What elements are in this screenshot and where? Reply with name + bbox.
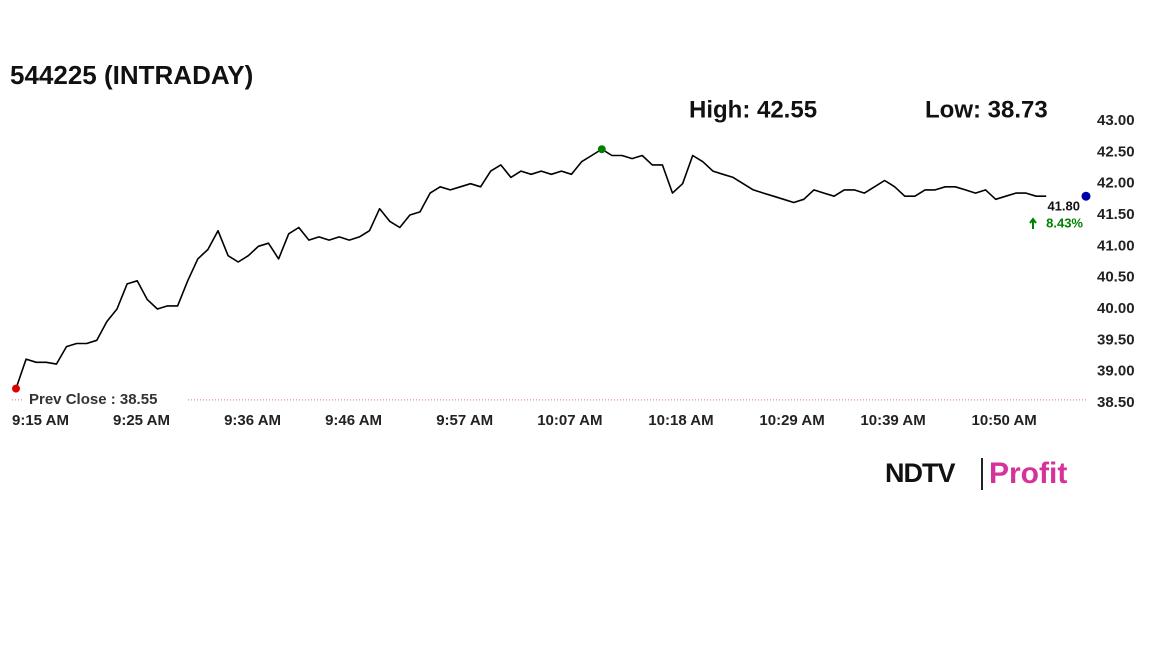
y-tick-label: 40.00	[1097, 300, 1135, 317]
x-tick-label: 10:29 AM	[759, 412, 824, 429]
x-tick-label: 10:50 AM	[972, 412, 1037, 429]
y-tick-label: 41.50	[1097, 206, 1135, 223]
last-marker	[1081, 191, 1091, 201]
change-arrow	[1029, 217, 1037, 229]
high-label: High: 42.55	[689, 96, 817, 123]
x-tick-label: 9:15 AM	[12, 412, 69, 429]
y-tick-label: 40.50	[1097, 269, 1135, 286]
low-label: Low: 38.73	[925, 96, 1048, 123]
brand-name: NDTV	[885, 458, 955, 488]
x-tick-label: 9:57 AM	[436, 412, 493, 429]
last-label: 41.80	[1047, 198, 1080, 213]
x-tick-label: 9:46 AM	[325, 412, 382, 429]
x-tick-label: 9:36 AM	[224, 412, 281, 429]
y-tick-label: 38.50	[1097, 394, 1135, 411]
chart-title: 544225 (INTRADAY)	[10, 60, 253, 90]
x-tick-label: 10:07 AM	[537, 412, 602, 429]
y-tick-label: 41.00	[1097, 237, 1135, 254]
y-tick-label: 42.00	[1097, 175, 1135, 192]
prev-close-label: Prev Close : 38.55	[29, 391, 157, 408]
y-tick-label: 39.00	[1097, 363, 1135, 380]
x-tick-label: 10:18 AM	[648, 412, 713, 429]
x-tick-label: 10:39 AM	[860, 412, 925, 429]
high-marker	[597, 145, 606, 154]
y-tick-label: 43.00	[1097, 112, 1135, 129]
change-label: 8.43%	[1046, 215, 1083, 230]
price-line	[15, 148, 1047, 389]
x-tick-label: 9:25 AM	[113, 412, 170, 429]
low-marker	[12, 384, 20, 393]
y-tick-label: 42.50	[1097, 143, 1135, 160]
brand-product: Profit	[989, 457, 1067, 490]
y-tick-label: 39.50	[1097, 331, 1135, 348]
